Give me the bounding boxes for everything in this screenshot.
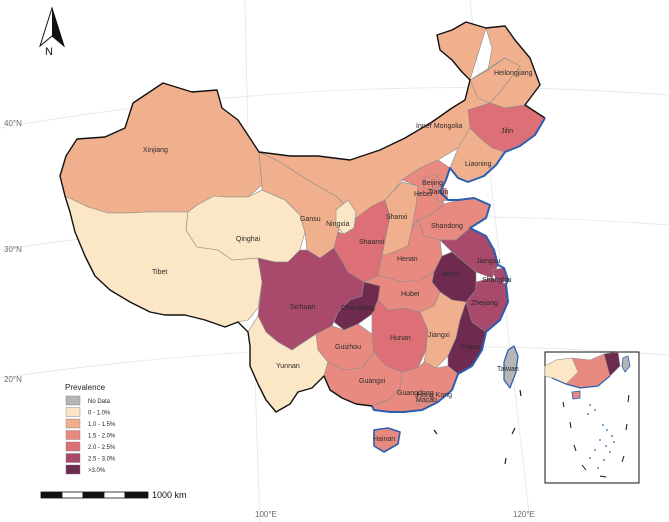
label-guizhou: Guizhou <box>335 344 361 351</box>
label-guangdong: Guangdong <box>397 390 434 397</box>
label-henan: Henan <box>397 256 418 263</box>
provinces <box>59 21 546 453</box>
label-jiangxi: Jiangxi <box>428 332 450 339</box>
legend-label: No Data <box>88 399 111 405</box>
label-macao: Macao <box>416 397 437 404</box>
label-shanxi: Shanxi <box>386 214 408 221</box>
label-hunan: Hunan <box>390 335 411 342</box>
label-anhui: Anhui <box>442 271 460 278</box>
label-jiangsu: Jiangsu <box>476 258 500 265</box>
label-yunnan: Yunnan <box>276 363 300 370</box>
legend-label: 0 - 1.0% <box>88 411 111 417</box>
region-beijing <box>423 173 443 191</box>
label-hainan: Hainan <box>373 436 395 443</box>
label-liaoning: Liaoning <box>465 161 492 168</box>
legend-label: 2.5 - 3.0% <box>88 457 116 463</box>
graticule-labels: 40°N 30°N 20°N 100°E 120°E <box>4 119 535 519</box>
lat-label-20: 20°N <box>4 375 22 384</box>
label-xinjiang: Xinjiang <box>143 147 168 154</box>
legend-swatch <box>65 464 81 475</box>
region-heilongjiang <box>436 21 541 109</box>
label-sichuan: Sichuan <box>290 304 315 311</box>
legend-label: 1.5 - 2.0% <box>88 434 116 440</box>
label-tibet: Tibet <box>152 269 167 276</box>
south-china-sea-inset <box>544 351 640 484</box>
label-shandong: Shandong <box>431 223 463 230</box>
north-arrow: N <box>39 6 65 58</box>
region-hong-kong <box>423 396 432 404</box>
lat-label-40: 40°N <box>4 119 22 128</box>
region-macao <box>415 399 422 406</box>
label-taiwan: Taiwan <box>497 366 519 373</box>
label-guangxi: Guangxi <box>359 378 386 385</box>
coastline <box>371 117 546 413</box>
legend-swatch <box>65 453 81 463</box>
legend-swatch <box>65 418 81 429</box>
label-hong-kong: Hong Kong <box>417 392 452 399</box>
north-label: N <box>45 46 53 58</box>
country-outline <box>59 21 546 453</box>
scale-bar: 1000 km <box>40 490 187 500</box>
legend-swatch <box>65 430 81 440</box>
lon-label-100: 100°E <box>255 510 277 519</box>
sea-boundary-marks <box>433 389 522 465</box>
label-zhejiang: Zhejiang <box>471 300 498 307</box>
legend-label: >3.0% <box>88 468 106 474</box>
label-hebei: Hebei <box>414 191 433 198</box>
legend-swatch <box>65 441 81 452</box>
label-jilin: Jilin <box>501 128 513 135</box>
label-tianjin: Tianjin <box>428 189 448 196</box>
legend-swatch <box>65 407 81 417</box>
region-labels: Heilongjiang Jilin Liaoning Inner Mongol… <box>143 70 533 443</box>
lon-label-120: 120°E <box>513 510 535 519</box>
label-shanghai: Shanghai <box>482 277 512 284</box>
label-shaanxi: Shaanxi <box>359 239 385 246</box>
legend-title: Prevalence <box>65 383 106 392</box>
label-hubei: Hubei <box>401 291 420 298</box>
scale-bar-label: 1000 km <box>152 490 187 500</box>
label-beijing: Beijing <box>422 180 443 187</box>
label-inner-mongolia: Inner Mongolia <box>416 123 462 130</box>
legend-label: 1.0 - 1.5% <box>88 422 116 428</box>
lat-label-30: 30°N <box>4 245 22 254</box>
label-chongqing: Chongqing <box>341 305 375 312</box>
label-qinghai: Qinghai <box>236 236 261 243</box>
label-ningxia: Ningxia <box>326 221 349 228</box>
legend: Prevalence No Data 0 - 1.0% 1.0 - 1.5% 1.5 … <box>65 383 116 475</box>
legend-swatch <box>65 395 81 406</box>
label-fujian: Fujian <box>461 344 480 351</box>
label-gansu: Gansu <box>300 216 321 223</box>
legend-label: 2.0 - 2.5% <box>88 445 116 451</box>
label-heilongjiang: Heilongjiang <box>494 70 533 77</box>
